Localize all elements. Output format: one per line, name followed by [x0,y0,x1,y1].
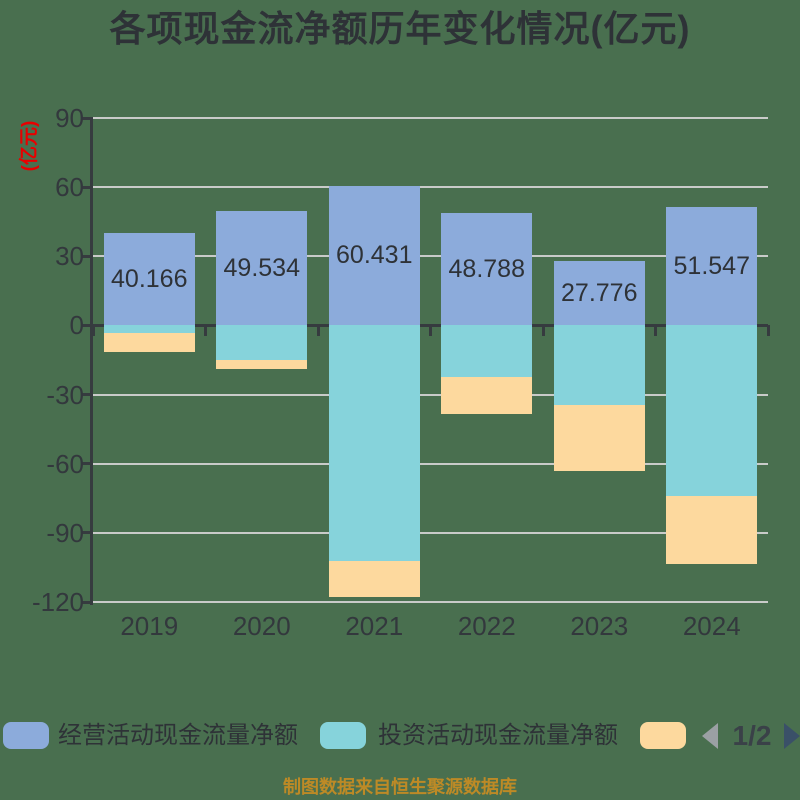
chart-title: 各项现金流净额历年变化情况(亿元) [109,8,691,49]
gridline [93,462,768,465]
y-axis-line [90,117,93,605]
bar-segment-operating-2021[interactable] [328,186,420,326]
bar-value-label: 51.547 [673,251,750,280]
bar-segment-operating-2023[interactable] [553,261,645,326]
y-axis-tick-label: -120 [31,587,84,617]
y-axis-tick [81,185,90,189]
bar-segment-series3-2024[interactable] [666,495,758,564]
y-axis-tick [81,116,90,120]
bar-value-label: 60.431 [336,241,413,270]
x-axis-tick [766,325,770,337]
bar-value-label: 27.776 [561,278,638,307]
gridline [93,117,768,119]
bar-segment-investing-2022[interactable] [441,325,533,378]
bar-segment-investing-2024[interactable] [666,325,758,496]
x-axis-tick-label: 2023 [570,611,629,641]
bar-segment-operating-2024[interactable] [666,206,758,326]
bar-segment-operating-2019[interactable] [103,232,195,326]
x-axis-tick-label: 2024 [682,611,741,641]
legend-pager-indicator: 1/2 [732,720,772,751]
bar-segment-investing-2019[interactable] [103,325,195,334]
bar-value-label: 48.788 [448,254,525,283]
bar-segment-operating-2022[interactable] [441,212,533,326]
gridline [93,531,768,534]
legend-swatch-series3[interactable] [640,722,686,749]
bar-segment-series3-2020[interactable] [216,360,308,370]
bar-segment-investing-2021[interactable] [328,325,420,561]
legend-pager-next-icon[interactable] [784,723,800,749]
x-axis-tick [654,325,657,337]
bar-segment-series3-2019[interactable] [103,333,195,352]
gridline [93,393,768,396]
legend-swatch-operating[interactable] [3,722,49,749]
y-axis-tick-label: -30 [46,379,84,410]
y-axis-tick [81,254,90,258]
legend-pager-prev-icon[interactable] [702,723,718,749]
y-axis-tick-label: 0 [69,310,84,341]
y-axis-tick-label: -90 [46,517,84,548]
bar-segment-series3-2022[interactable] [441,377,533,415]
x-axis-tick [541,325,545,337]
y-axis-tick [81,393,90,397]
data-source-note: 制图数据来自恒生聚源数据库 [283,777,517,797]
x-axis-tick-label: 2019 [120,611,179,641]
x-axis-tick-label: 2021 [345,611,404,641]
bar-segment-investing-2020[interactable] [216,325,308,360]
bar-segment-investing-2023[interactable] [553,325,645,405]
legend-swatch-investing[interactable] [320,722,366,749]
x-axis-tick [316,325,320,337]
x-axis-tick [91,325,95,337]
y-axis-tick [81,531,90,535]
y-axis-tick [81,600,90,604]
x-axis-tick-label: 2022 [457,611,516,641]
gridline [93,186,768,189]
bar-value-label: 40.166 [111,264,188,293]
y-axis-tick-label: -60 [46,448,84,479]
bar-segment-operating-2020[interactable] [216,211,308,326]
y-axis-tick [81,323,90,327]
y-axis-tick-label: 90 [55,103,84,133]
legend-label-operating[interactable]: 经营活动现金流量净额 [58,722,298,749]
y-axis-tick [81,462,90,466]
gridline [93,255,768,258]
legend-label-investing[interactable]: 投资活动现金流量净额 [378,722,618,749]
bar-segment-series3-2021[interactable] [328,560,420,598]
x-axis-tick [429,325,432,337]
y-axis-tick-label: 60 [55,172,84,203]
bar-value-label: 49.534 [223,253,300,282]
y-axis-tick-label: 30 [55,241,84,272]
x-axis-tick-label: 2020 [232,611,291,641]
x-axis-tick [204,325,207,337]
gridline [93,601,768,603]
bar-segment-series3-2023[interactable] [553,404,645,471]
